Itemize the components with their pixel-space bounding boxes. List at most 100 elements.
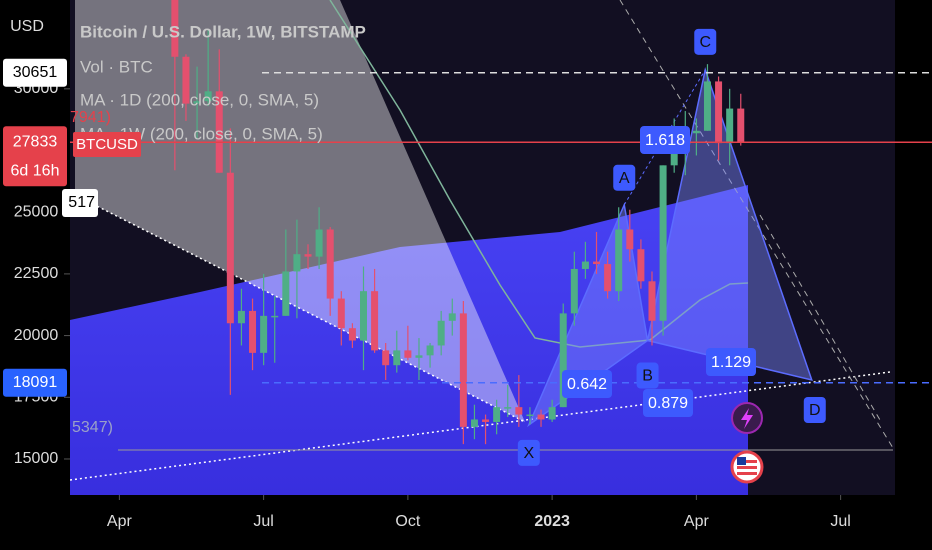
flag-canton: [737, 457, 746, 465]
y-tick-label: 22500: [14, 265, 59, 282]
candle-body: [315, 229, 323, 257]
candle-body: [249, 310, 257, 353]
candle-body: [171, 0, 179, 57]
candle-body: [271, 315, 279, 318]
candle-body: [404, 350, 412, 358]
ratio-badge: [706, 348, 756, 376]
candle-body: [448, 313, 456, 321]
pattern-point-badge: [517, 439, 540, 466]
currency: USD: [10, 18, 44, 35]
x-tick-label: Jul: [253, 513, 273, 530]
candle-body: [193, 101, 201, 104]
pattern-point-badge: [613, 164, 636, 191]
candle-body: [459, 313, 467, 427]
dotted-line: [74, 194, 526, 423]
candle-body: [415, 355, 423, 358]
pattern-point-label: X: [523, 445, 534, 462]
x-tick-label: 2023: [534, 513, 570, 530]
price-badge: [3, 368, 67, 397]
candle-body: [359, 291, 367, 341]
title: Bitcoin / U.S. Dollar, 1W, BITSTAMP: [80, 22, 366, 41]
candle-body: [260, 315, 268, 353]
symbol-badge: [73, 132, 141, 157]
candle-body: [182, 56, 190, 104]
candle-body: [237, 310, 245, 324]
x-tick-label: Apr: [107, 513, 133, 530]
candle-body: [504, 407, 512, 409]
ratio-label: 1.618: [645, 132, 685, 149]
candle-body: [282, 271, 290, 316]
clipped-label: 7941): [70, 109, 111, 126]
candle-body: [348, 328, 356, 341]
candle-body: [570, 268, 578, 314]
candle-body: [337, 298, 345, 329]
header: Bitcoin / U.S. Dollar, 1W, BITSTAMP Vol …: [10, 18, 826, 484]
ratio-label: 0.879: [648, 395, 688, 412]
indicator: Vol · BTC: [80, 57, 153, 76]
candle-body: [326, 229, 334, 299]
pattern-point-label: A: [619, 170, 630, 187]
pattern-point-badge: [694, 28, 717, 55]
candle-body: [426, 345, 434, 356]
candle-body: [593, 261, 601, 265]
candle-body: [293, 254, 301, 272]
candle-body: [726, 108, 734, 144]
candle-body: [615, 229, 623, 292]
ratio-badge: [640, 126, 690, 154]
indicator: MA · 1D (200, close, 0, SMA, 5): [80, 90, 319, 109]
candle-body: [382, 350, 390, 366]
pattern-point-badge: [803, 397, 826, 424]
flag-stripe: [737, 466, 757, 469]
candle-body: [604, 264, 612, 292]
price-label: 18091: [13, 374, 58, 391]
candle-body: [226, 172, 234, 324]
ma-line: [329, 0, 749, 348]
candle-body: [559, 313, 567, 408]
triangle-drawing: [75, 0, 525, 422]
candle-body: [648, 281, 656, 321]
ratio-label: 1.129: [711, 354, 751, 371]
y-tick-label: 25000: [14, 203, 59, 220]
candle-body: [659, 165, 667, 321]
flag-stripe: [737, 472, 757, 475]
price-badge: [3, 58, 67, 87]
candle-body: [715, 81, 723, 144]
candle-body: [304, 254, 312, 257]
x-tick-label: Oct: [395, 513, 420, 530]
candle-body: [626, 229, 634, 250]
pattern-point-badge: [636, 362, 659, 389]
y-tick-label: 20000: [14, 327, 59, 344]
candle-body: [515, 407, 523, 415]
clipped-label: 517: [68, 194, 95, 211]
candle-body: [548, 407, 556, 420]
pattern-point-label: B: [642, 368, 653, 385]
candle-body: [737, 108, 745, 143]
candle-body: [371, 291, 379, 351]
pattern-point-label: C: [699, 34, 711, 51]
ma-area: [70, 185, 748, 495]
price-label: 30651: [13, 64, 58, 81]
candle-body: [537, 414, 545, 420]
candle-body: [470, 419, 478, 427]
ratio-badge: [643, 389, 693, 417]
candle-body: [393, 350, 401, 366]
x-tick-label: Apr: [684, 513, 710, 530]
candle-body: [703, 81, 711, 131]
candle-body: [482, 419, 490, 422]
candle-body: [204, 91, 212, 102]
ratio-badge: [562, 370, 612, 398]
y-tick-label: 15000: [14, 450, 59, 467]
symbol: BTCUSD: [76, 136, 138, 153]
clipped-badge: [62, 189, 98, 217]
candle-body: [526, 414, 534, 417]
ratio-label: 0.642: [567, 376, 607, 393]
candle-body: [493, 407, 501, 422]
candle-body: [581, 261, 589, 269]
price-label: 27833: [13, 134, 58, 151]
x-tick-label: Jul: [830, 513, 850, 530]
candle-body: [437, 320, 445, 346]
candle-body: [215, 91, 223, 173]
price-badge: [3, 126, 67, 187]
candle-body: [637, 249, 645, 282]
